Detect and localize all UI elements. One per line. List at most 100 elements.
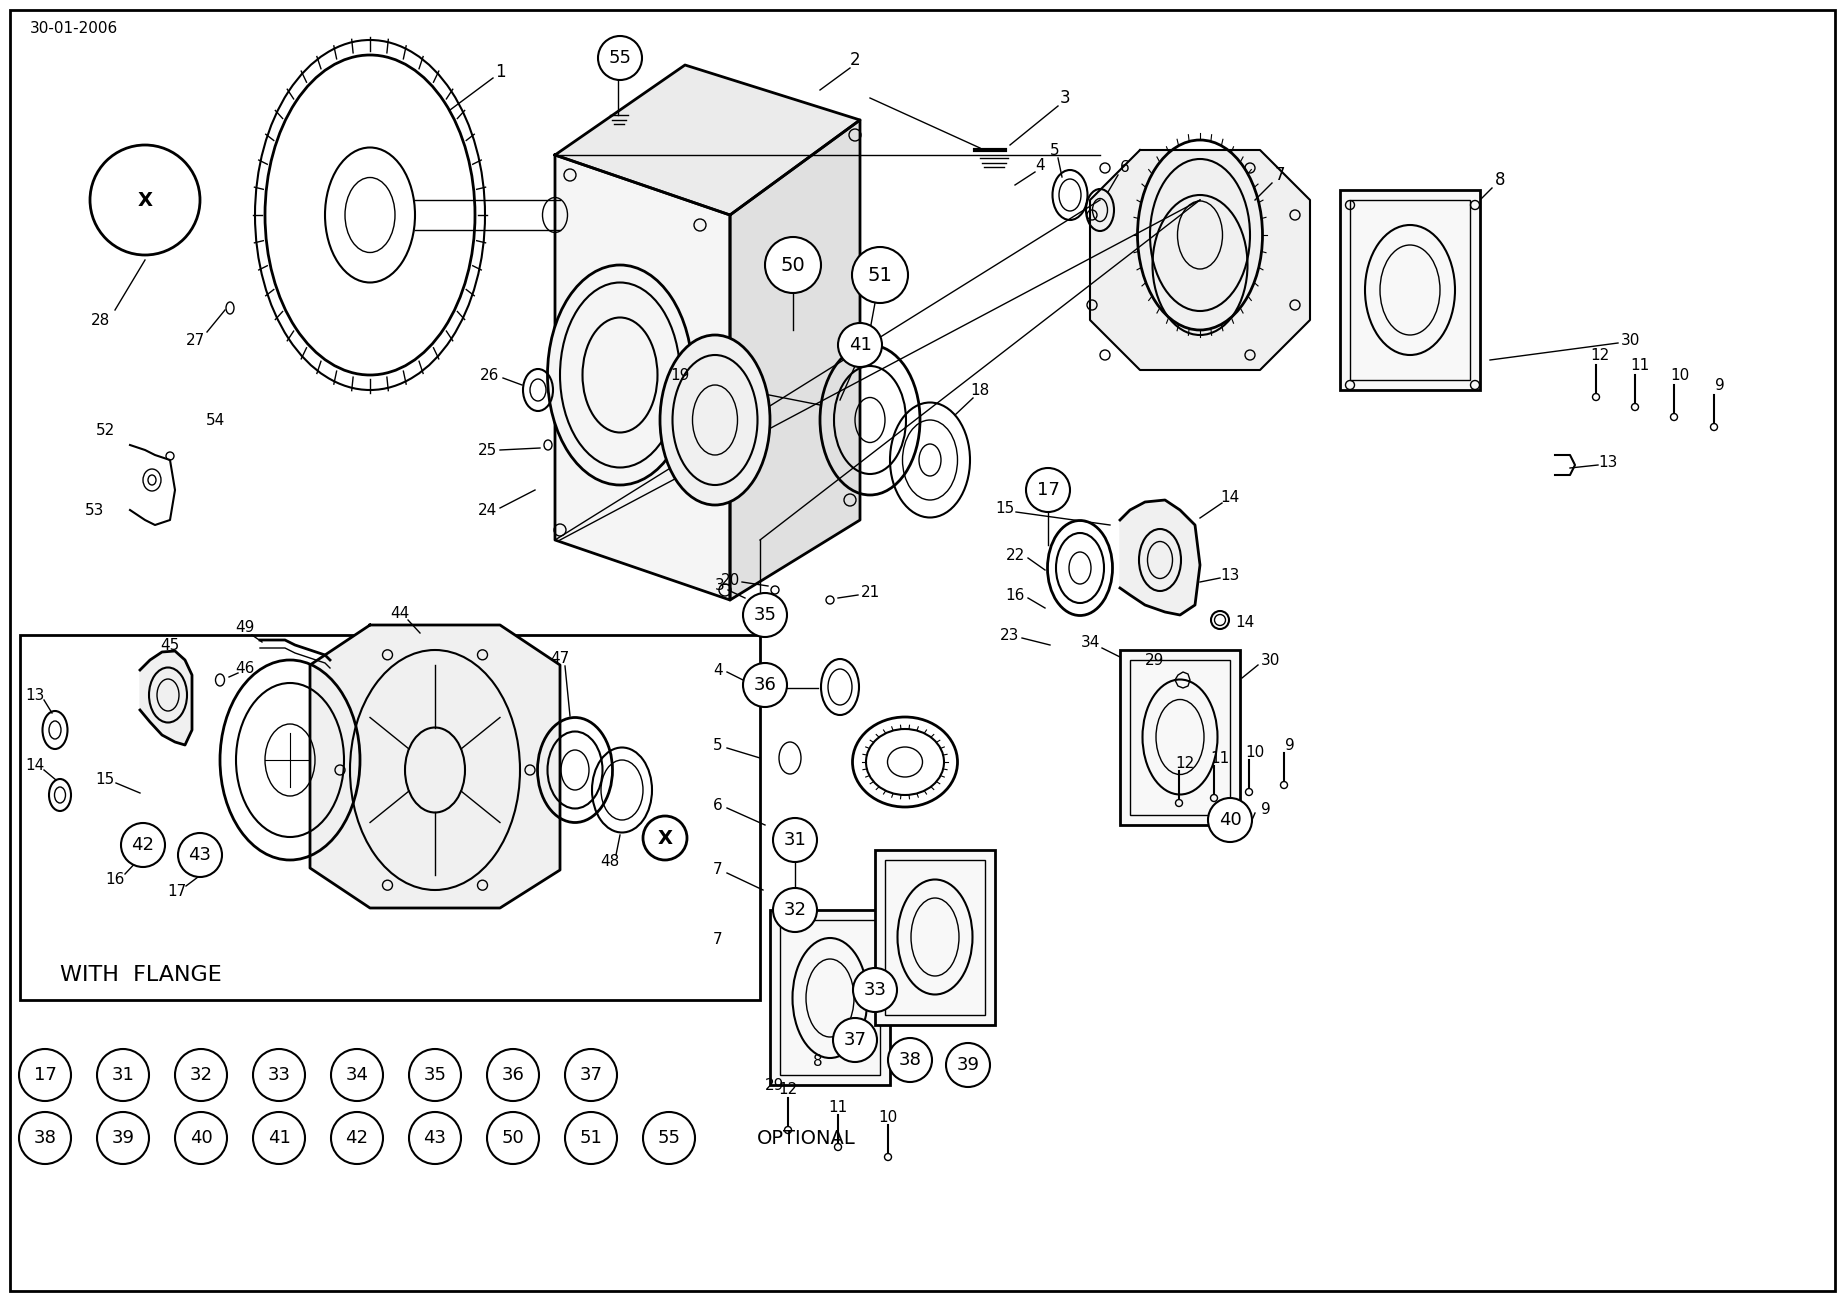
Text: 10: 10 xyxy=(1245,744,1264,760)
Bar xyxy=(886,860,985,1015)
Circle shape xyxy=(487,1049,539,1101)
Text: 28: 28 xyxy=(90,312,109,328)
Circle shape xyxy=(852,247,908,303)
Circle shape xyxy=(175,1049,227,1101)
Text: 6: 6 xyxy=(1120,160,1129,174)
Circle shape xyxy=(98,1112,149,1164)
Text: 24: 24 xyxy=(478,502,496,518)
Text: 37: 37 xyxy=(843,1030,867,1049)
Text: 2: 2 xyxy=(851,51,860,69)
Text: 8: 8 xyxy=(1494,170,1506,189)
Text: 14: 14 xyxy=(1236,614,1255,630)
Text: 15: 15 xyxy=(96,773,114,787)
Circle shape xyxy=(410,1112,461,1164)
Text: 10: 10 xyxy=(1670,367,1690,382)
Text: 13: 13 xyxy=(1598,454,1618,470)
Text: 33: 33 xyxy=(268,1066,290,1084)
Text: 10: 10 xyxy=(878,1111,899,1125)
Circle shape xyxy=(253,1112,304,1164)
Text: 23: 23 xyxy=(1000,627,1020,643)
Text: 29: 29 xyxy=(766,1077,784,1093)
Text: 18: 18 xyxy=(970,382,989,398)
Text: 39: 39 xyxy=(111,1129,135,1147)
Text: 17: 17 xyxy=(1037,481,1059,500)
Circle shape xyxy=(744,593,788,637)
Polygon shape xyxy=(1120,500,1199,615)
Text: 27: 27 xyxy=(184,333,205,347)
Text: 41: 41 xyxy=(849,336,871,354)
Text: 39: 39 xyxy=(956,1056,980,1075)
Text: 7: 7 xyxy=(714,863,723,877)
Bar xyxy=(875,850,994,1025)
Text: 9: 9 xyxy=(1262,803,1271,817)
Text: 14: 14 xyxy=(1220,489,1240,505)
Text: 47: 47 xyxy=(550,650,570,666)
Text: 30: 30 xyxy=(1620,333,1640,347)
Text: 3: 3 xyxy=(1059,88,1070,107)
Text: 51: 51 xyxy=(867,265,893,285)
Text: 20: 20 xyxy=(720,572,740,588)
Polygon shape xyxy=(731,120,860,600)
Circle shape xyxy=(330,1049,384,1101)
Text: 16: 16 xyxy=(1006,588,1024,602)
Text: 44: 44 xyxy=(391,605,410,621)
Text: 8: 8 xyxy=(814,1055,823,1069)
Text: 7: 7 xyxy=(1275,167,1286,183)
Circle shape xyxy=(565,1112,616,1164)
Circle shape xyxy=(598,36,642,79)
Text: 54: 54 xyxy=(205,412,225,428)
Text: 48: 48 xyxy=(600,855,620,869)
Circle shape xyxy=(773,889,817,932)
Circle shape xyxy=(410,1049,461,1101)
Circle shape xyxy=(766,237,821,293)
Text: 49: 49 xyxy=(236,619,255,635)
Circle shape xyxy=(832,1017,876,1062)
Text: 12: 12 xyxy=(1175,756,1194,770)
Text: 12: 12 xyxy=(779,1082,797,1098)
Circle shape xyxy=(175,1112,227,1164)
Circle shape xyxy=(177,833,221,877)
Text: 32: 32 xyxy=(784,902,806,919)
Circle shape xyxy=(18,1049,70,1101)
Text: 13: 13 xyxy=(26,687,44,703)
Text: 31: 31 xyxy=(784,831,806,850)
Text: 25: 25 xyxy=(478,442,496,458)
Text: 6: 6 xyxy=(714,798,723,813)
Text: 15: 15 xyxy=(994,501,1015,515)
Text: 5: 5 xyxy=(714,738,723,752)
Circle shape xyxy=(644,816,686,860)
Circle shape xyxy=(18,1112,70,1164)
Circle shape xyxy=(773,818,817,863)
Text: 40: 40 xyxy=(1220,811,1242,829)
Text: 19: 19 xyxy=(670,367,690,382)
Text: 45: 45 xyxy=(161,637,179,653)
Text: 7: 7 xyxy=(714,933,723,947)
Text: 11: 11 xyxy=(1210,751,1229,765)
Text: 30-01-2006: 30-01-2006 xyxy=(30,21,118,35)
Circle shape xyxy=(838,323,882,367)
Circle shape xyxy=(330,1112,384,1164)
Text: 30: 30 xyxy=(1260,653,1280,667)
Text: 46: 46 xyxy=(236,661,255,675)
Text: 36: 36 xyxy=(753,677,777,693)
Text: 5: 5 xyxy=(1050,143,1059,157)
Text: 17: 17 xyxy=(33,1066,57,1084)
Text: 3: 3 xyxy=(716,578,725,592)
Bar xyxy=(780,920,880,1075)
Text: 1: 1 xyxy=(494,62,506,81)
Circle shape xyxy=(98,1049,149,1101)
Text: X: X xyxy=(657,829,672,847)
Text: 38: 38 xyxy=(899,1051,921,1069)
Polygon shape xyxy=(1090,150,1310,369)
Circle shape xyxy=(1026,468,1070,513)
Text: 50: 50 xyxy=(502,1129,524,1147)
Text: 21: 21 xyxy=(860,584,880,600)
Text: 37: 37 xyxy=(579,1066,603,1084)
Ellipse shape xyxy=(548,265,692,485)
Polygon shape xyxy=(555,65,860,215)
Text: X: X xyxy=(138,190,153,209)
Text: 36: 36 xyxy=(502,1066,524,1084)
Ellipse shape xyxy=(661,334,769,505)
Text: 43: 43 xyxy=(424,1129,446,1147)
Text: 38: 38 xyxy=(33,1129,57,1147)
